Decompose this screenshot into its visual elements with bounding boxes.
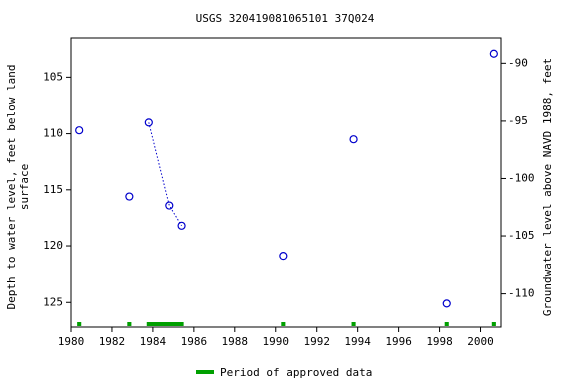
legend-label: Period of approved data: [220, 366, 372, 379]
y-tick-label: 105: [43, 70, 63, 83]
y-axis-label: surface: [18, 164, 31, 210]
data-point: [144, 118, 153, 127]
y2-tick-label: -100: [508, 171, 535, 184]
y2-tick-label: -95: [508, 114, 528, 127]
y2-tick-label: -90: [508, 56, 528, 69]
approved-period: [491, 322, 496, 326]
data-point: [442, 299, 451, 308]
data-point: [279, 252, 288, 261]
x-tick-label: 1988: [222, 335, 249, 348]
x-tick-label: 1998: [426, 335, 453, 348]
y-tick-label: 110: [43, 127, 63, 140]
x-tick-label: 1982: [99, 335, 126, 348]
data-point: [177, 221, 186, 230]
approved-period: [127, 322, 132, 326]
data-line: [148, 122, 182, 227]
x-tick-label: 1980: [58, 335, 85, 348]
chart-title: USGS 320419081065101 37Q024: [196, 12, 375, 25]
x-tick-label: 1994: [344, 335, 371, 348]
data-point: [349, 135, 358, 144]
x-tick-label: 1984: [140, 335, 167, 348]
y2-tick-label: -110: [508, 287, 535, 300]
plot-frame: [70, 37, 502, 328]
y2-tick-label: -105: [508, 229, 535, 242]
x-tick-label: 1990: [263, 335, 290, 348]
approved-period: [444, 322, 449, 326]
x-tick-label: 2000: [467, 335, 494, 348]
data-point: [489, 49, 498, 58]
data-point: [165, 201, 174, 210]
y-tick-label: 115: [43, 183, 63, 196]
x-tick-label: 1996: [385, 335, 412, 348]
data-point: [75, 126, 84, 135]
y2-axis-label: Groundwater level above NAVD 1988, feet: [541, 58, 554, 316]
approved-period: [77, 322, 82, 326]
data-point: [125, 192, 134, 201]
approved-period: [146, 322, 184, 326]
x-tick-label: 1986: [181, 335, 208, 348]
y-tick-label: 125: [43, 295, 63, 308]
y-tick-label: 120: [43, 239, 63, 252]
y-axis-label: Depth to water level, feet below land: [5, 64, 18, 309]
approved-period: [281, 322, 286, 326]
x-tick-label: 1992: [303, 335, 330, 348]
approved-period: [351, 322, 356, 326]
